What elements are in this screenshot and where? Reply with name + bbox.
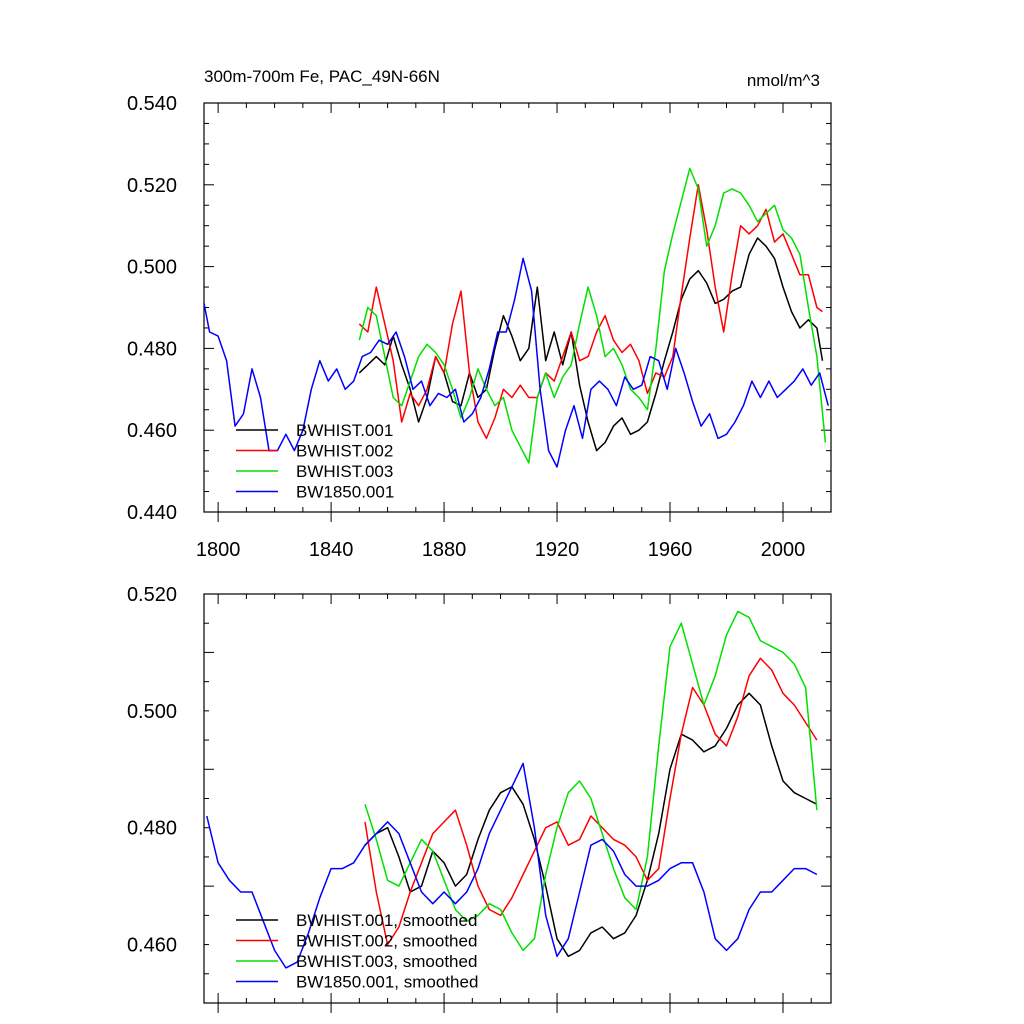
x-tick-label: 1800 [196, 539, 241, 561]
series-line [364, 610, 818, 952]
y-tick-label: 0.520 [127, 584, 177, 606]
series-group-bottom [206, 610, 818, 969]
axis-ticks-top [204, 102, 831, 522]
y-tick-labels-top: 0.440 0.460 0.480 0.500 0.520 0.540 [127, 93, 177, 524]
legend-label: BWHIST.002 [296, 442, 393, 461]
y-tick-label: 0.480 [127, 818, 177, 840]
series-line [203, 257, 829, 468]
series-group-top [203, 167, 829, 468]
panel-top: 300m-700m Fe, PAC_49N-66N nmol/m^3 0.440… [127, 67, 832, 561]
legend-label: BWHIST.003, smoothed [296, 952, 477, 971]
x-tick-label: 1920 [535, 539, 580, 561]
x-tick-label: 1880 [422, 539, 467, 561]
series-line [358, 167, 827, 464]
y-tick-label: 0.500 [127, 257, 177, 279]
axis-ticks-bottom [204, 593, 831, 1013]
legend-label: BWHIST.001, smoothed [296, 911, 477, 930]
legend-label: BW1850.001 [296, 483, 394, 502]
x-tick-labels-top: 1800 1840 1880 1920 1960 2000 [196, 539, 805, 561]
chart-title: 300m-700m Fe, PAC_49N-66N [204, 67, 440, 86]
series-line [364, 657, 818, 946]
series-line [358, 184, 823, 440]
panel-bottom: 0.460 0.480 0.500 0.520 BWHIST.001, smoothe… [127, 584, 832, 1013]
x-tick-label: 1960 [648, 539, 693, 561]
y-tick-label: 0.440 [127, 502, 177, 524]
x-tick-label: 2000 [761, 539, 806, 561]
legend-label: BWHIST.002, smoothed [296, 932, 477, 951]
legend-label: BW1850.001, smoothed [296, 973, 478, 992]
y-tick-label: 0.500 [127, 701, 177, 723]
legend-bottom: BWHIST.001, smoothed BWHIST.002, smoothed… [236, 911, 478, 992]
series-line [206, 762, 818, 969]
legend-label: BWHIST.001 [296, 421, 393, 440]
units-label: nmol/m^3 [747, 71, 820, 90]
y-tick-label: 0.540 [127, 93, 177, 115]
x-tick-label: 1840 [309, 539, 354, 561]
y-tick-label: 0.520 [127, 175, 177, 197]
legend-label: BWHIST.003 [296, 462, 393, 481]
y-tick-labels-bottom: 0.460 0.480 0.500 0.520 [127, 584, 177, 957]
y-tick-label: 0.460 [127, 935, 177, 957]
y-tick-label: 0.460 [127, 420, 177, 442]
y-tick-label: 0.480 [127, 338, 177, 360]
